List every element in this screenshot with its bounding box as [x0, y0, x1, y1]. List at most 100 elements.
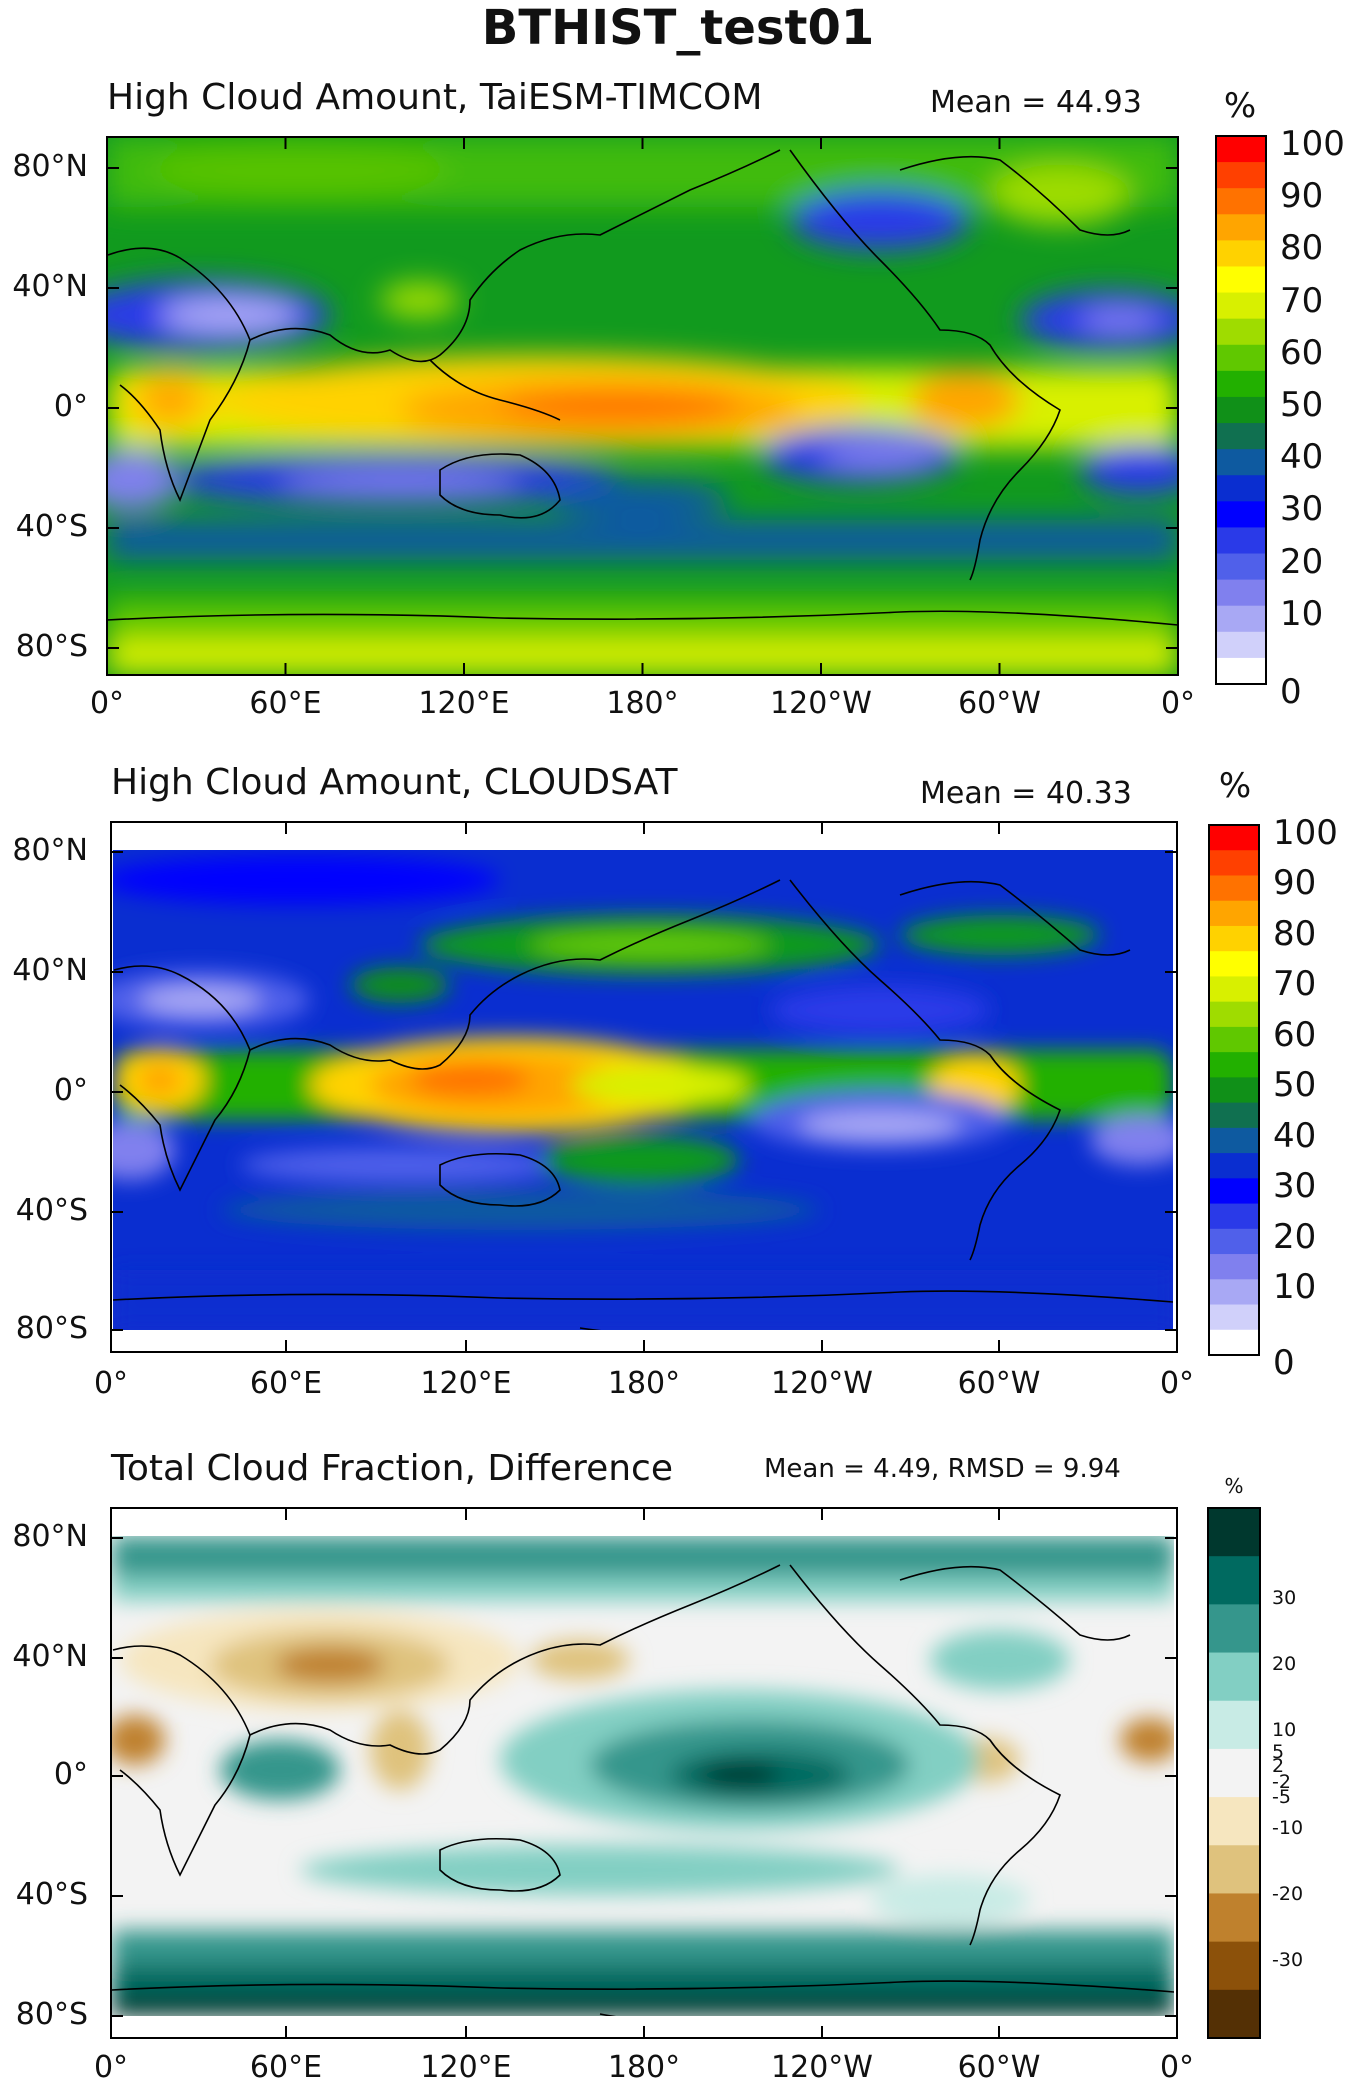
colorbar-frame [1208, 824, 1260, 1356]
lat-tick-label: 40°N [12, 953, 88, 988]
colorbar-swatch [1208, 1845, 1260, 1894]
colorbar-tick-label: -10 [1272, 1817, 1304, 1839]
colorbar-tick-label: 5 [1272, 1741, 1285, 1763]
colorbar-tick-label: 10 [1280, 593, 1324, 634]
colorbar-diff [1207, 1507, 1261, 2039]
lat-tick-label: 0° [53, 1757, 88, 1792]
colorbar-swatch [1216, 162, 1266, 189]
lon-tick-label: 60°W [958, 686, 1041, 721]
colorbar-swatch [1216, 579, 1266, 607]
lon-tick-label: 0° [1159, 1366, 1195, 1401]
colorbar-tick-label: 60 [1280, 332, 1324, 373]
coastlines-obs [113, 879, 1173, 1330]
lat-tick-label: 80°N [12, 1519, 88, 1554]
lon-tick-label: 0° [1159, 2050, 1195, 2085]
lon-tick-label: 120°W [771, 2050, 873, 2085]
colorbar-tick-label: 50 [1273, 1065, 1317, 1106]
lon-tick-label: 120°E [418, 686, 510, 721]
colorbar-swatch [1216, 501, 1266, 528]
lon-tick-label: 60°W [957, 1366, 1041, 1401]
colorbar-tick-label: 30 [1272, 1587, 1297, 1609]
colorbar-tick-label: 80 [1273, 913, 1317, 954]
lat-tick-label: 0° [53, 389, 88, 424]
colorbar-swatch [1216, 475, 1266, 502]
colorbar-swatch [1216, 318, 1266, 346]
colorbar-tick-label: 100 [1280, 124, 1345, 164]
colorbar-swatch [1216, 657, 1266, 685]
colorbar-swatch [1209, 900, 1259, 927]
colorbar-tick-label: 20 [1272, 1653, 1297, 1675]
lon-tick-label: 60°E [249, 686, 322, 721]
figure-title: BTHIST_test01 [481, 0, 875, 56]
colorbar-tick-label: -20 [1272, 1883, 1304, 1905]
colorbar-swatch [1208, 1700, 1260, 1750]
lat-tick-label: 80°N [12, 149, 88, 184]
colorbar-swatch [1209, 875, 1259, 902]
lon-tick-label: 120°E [420, 1366, 512, 1401]
colorbar-swatch [1208, 1748, 1260, 1798]
colorbar-swatch [1216, 188, 1266, 215]
lon-tick-label: 180° [607, 1366, 681, 1401]
lat-tick-label: 40°S [15, 1877, 88, 1912]
colorbar-swatch [1209, 1228, 1259, 1255]
colorbar-swatch [1208, 1652, 1260, 1702]
colorbar-swatch [1209, 1153, 1259, 1179]
colorbar-tick-label: 2 [1272, 1755, 1285, 1777]
panel-title-diff: Total Cloud Fraction, Difference [111, 1448, 673, 1489]
colorbar-tick-label: 70 [1273, 964, 1317, 1005]
colorbar-swatch [1208, 1604, 1260, 1654]
panel-mean-obs: Mean = 40.33 [920, 776, 1132, 811]
colorbar-swatch [1216, 396, 1266, 424]
axis-ticks-diff [110, 1508, 1178, 2038]
colorbar-swatch [1216, 292, 1266, 320]
colorbar-swatch [1209, 1001, 1259, 1028]
colorbar-swatch [1209, 1178, 1259, 1205]
colorbar-tick-label: 40 [1280, 437, 1324, 478]
colorbar-tick-label: 90 [1273, 863, 1317, 904]
colorbar-tick-label: 50 [1280, 384, 1324, 425]
colorbar-obs [1208, 824, 1260, 1356]
coastlines-diff [112, 1564, 1174, 2016]
coastlines-model [107, 149, 1178, 626]
colorbar-swatch [1208, 1989, 1260, 2039]
colorbar-tick-label: 30 [1273, 1166, 1317, 1207]
colorbar-swatch [1209, 1052, 1259, 1078]
colorbar-swatch [1209, 1304, 1259, 1331]
colorbar-tick-label: -5 [1272, 1786, 1291, 1808]
colorbar-swatch [1216, 527, 1266, 555]
colorbar-model [1215, 135, 1267, 685]
colorbar-tick-label: -30 [1272, 1949, 1304, 1971]
lat-tick-label: 40°N [12, 269, 88, 304]
lat-tick-label: 40°S [15, 509, 88, 544]
colorbar-tick-label: 60 [1273, 1014, 1317, 1055]
axis-ticks-obs [110, 822, 1178, 1352]
colorbar-unit-obs: % [1218, 766, 1252, 806]
colorbar-swatch [1209, 925, 1259, 952]
lon-tick-label: 60°W [957, 2050, 1041, 2085]
lat-tick-label: 40°S [15, 1193, 88, 1228]
colorbar-swatch [1216, 344, 1266, 372]
lat-tick-label: 80°S [15, 629, 88, 664]
colorbar-swatch [1208, 1797, 1260, 1846]
colorbar-swatch [1216, 370, 1266, 398]
map-panel-diff [110, 1507, 1178, 2039]
colorbar-swatch [1208, 1893, 1260, 1943]
colorbar-frame [1207, 1507, 1261, 2039]
colorbar-swatch [1216, 631, 1266, 659]
colorbar-swatch [1209, 1329, 1259, 1356]
lon-tick-label: 120°W [771, 1366, 873, 1401]
colorbar-swatch [1208, 1556, 1260, 1605]
map-panel-obs [110, 821, 1178, 1353]
map-panel-model [106, 136, 1179, 676]
colorbar-swatch [1216, 605, 1266, 633]
colorbar-swatch [1216, 423, 1266, 450]
colorbar-swatch [1208, 1941, 1260, 1991]
axis-ticks-model [106, 137, 1179, 675]
lat-tick-label: 80°S [15, 1997, 88, 2032]
colorbar-swatch [1209, 1279, 1259, 1306]
colorbar-tick-label: 40 [1273, 1115, 1317, 1156]
cloud-field-diff [112, 1536, 1174, 2016]
colorbar-swatch [1216, 214, 1266, 241]
colorbar-swatch [1216, 553, 1266, 581]
colorbar-swatch [1216, 266, 1266, 294]
